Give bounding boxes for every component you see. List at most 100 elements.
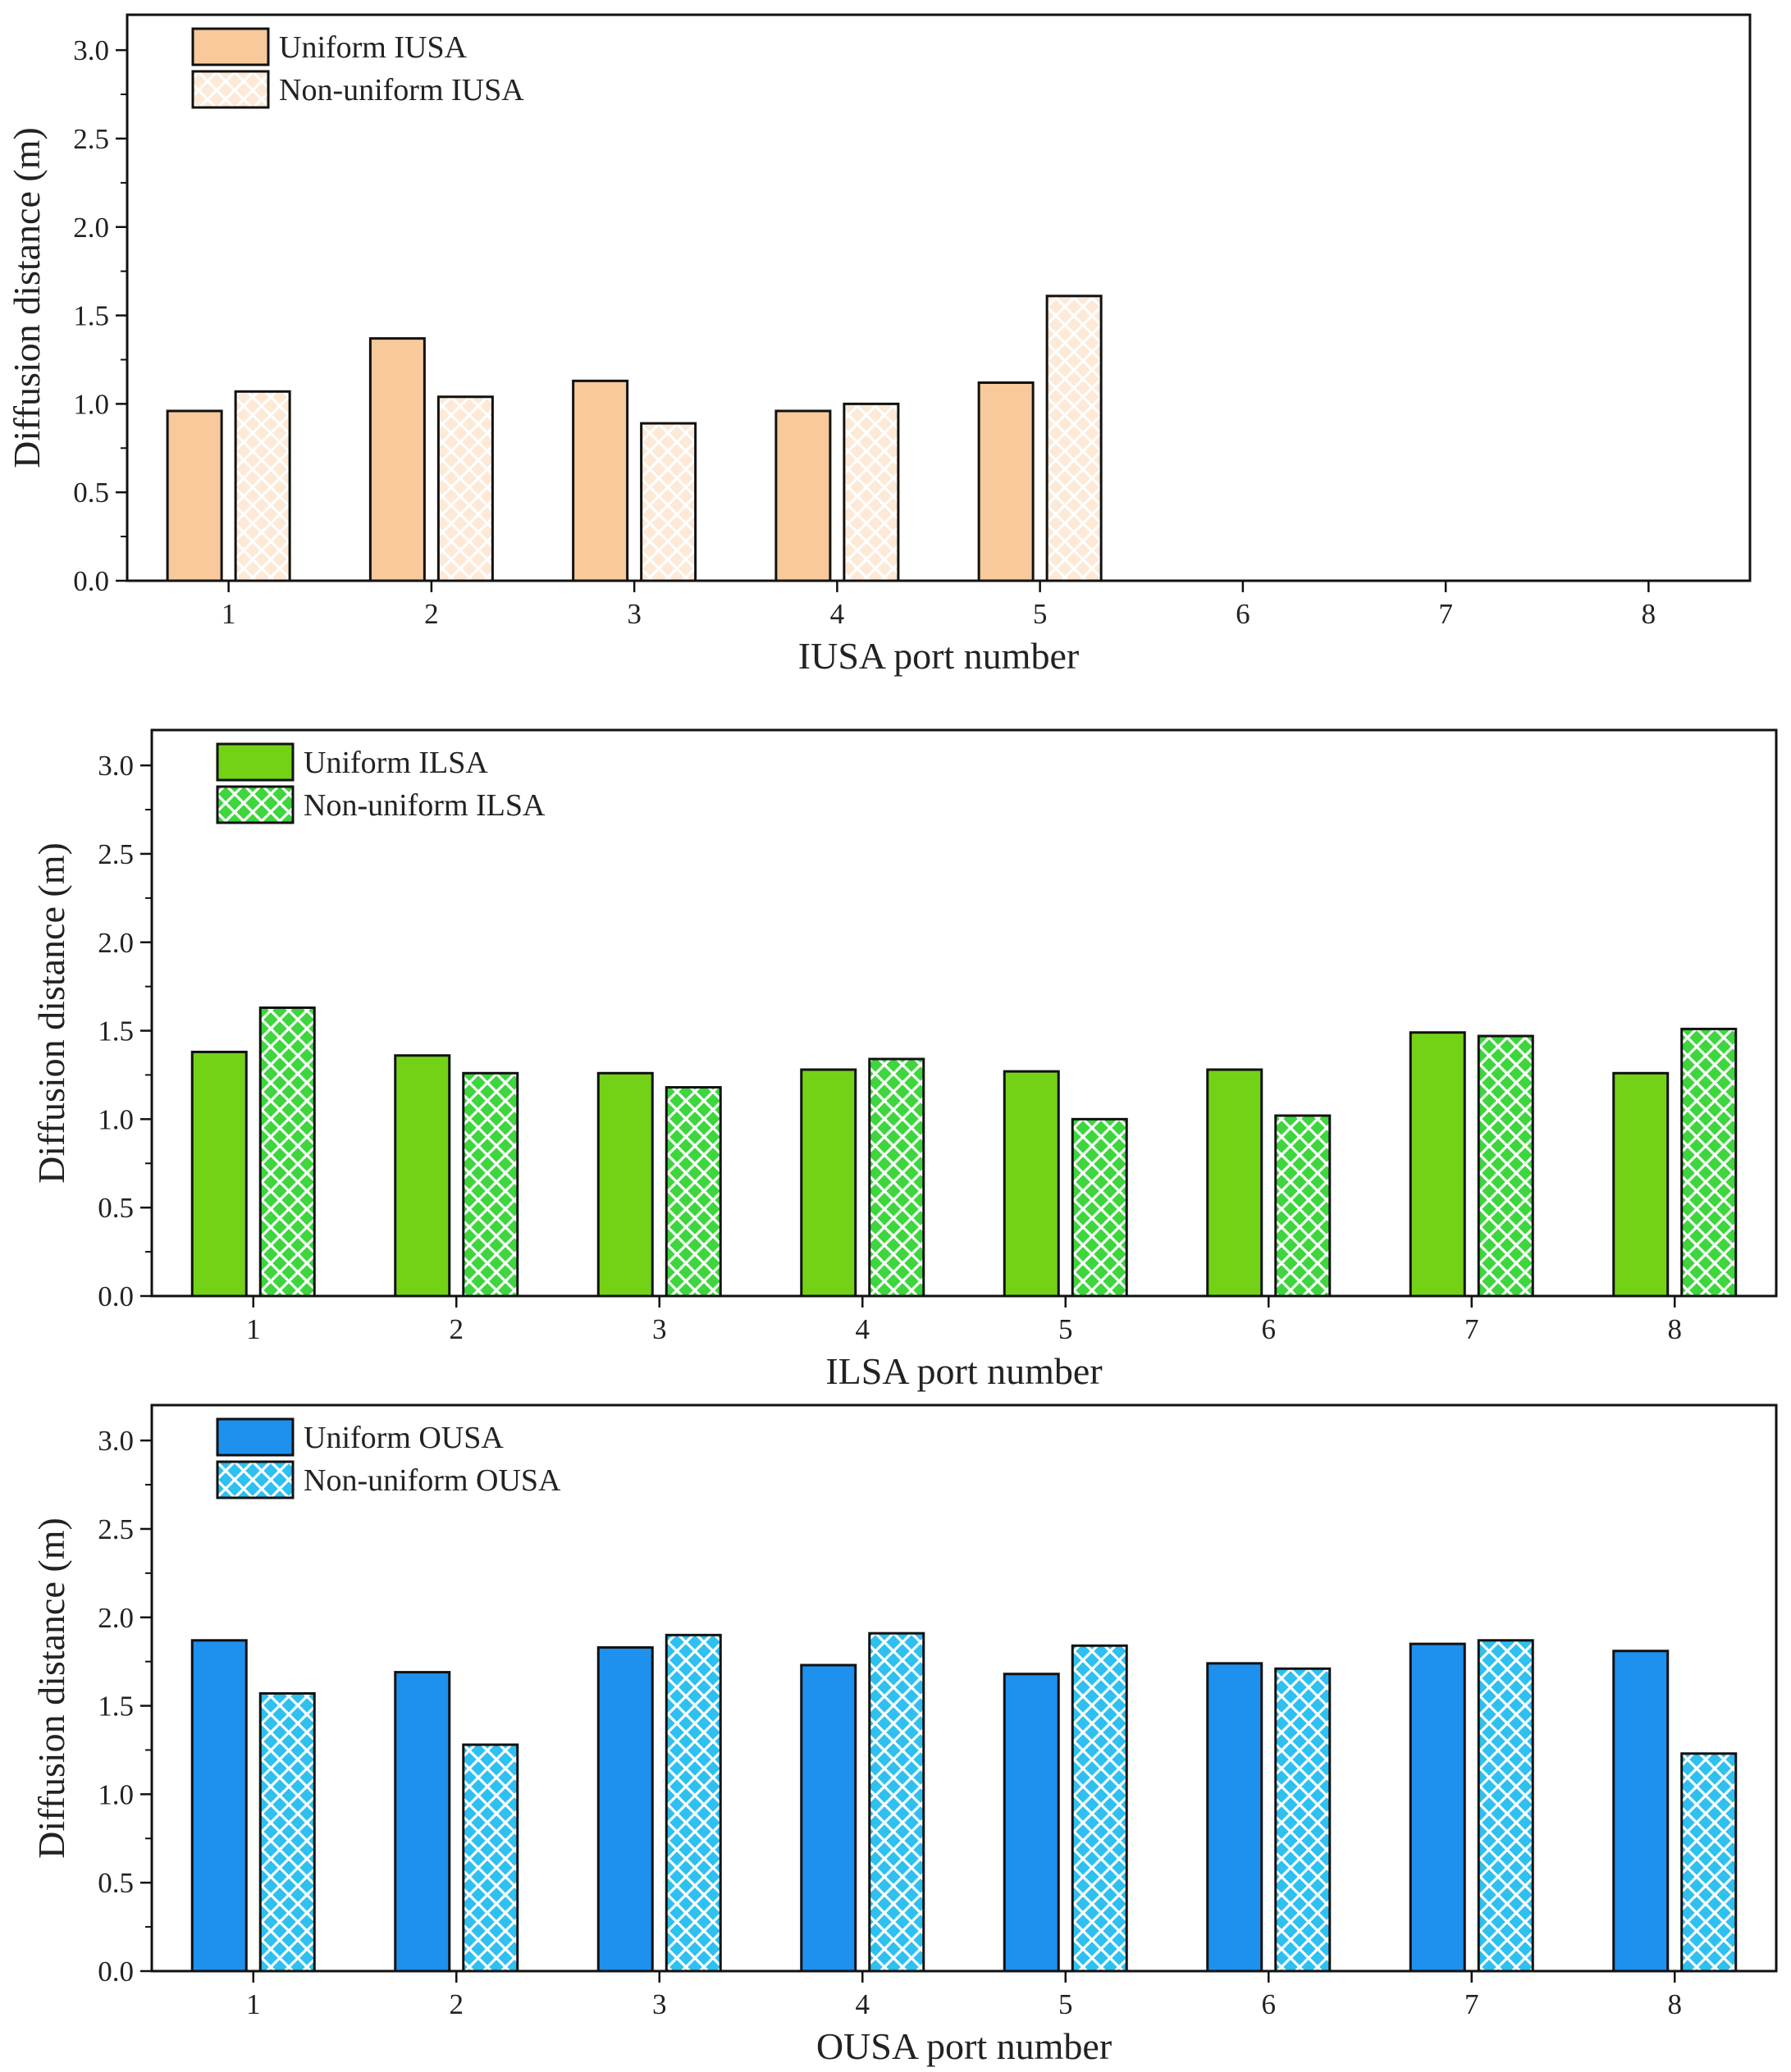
x-tick-label: 8 (1668, 1313, 1683, 1345)
x-tick-label: 1 (222, 598, 236, 630)
bar-non-uniform-4 (868, 1057, 925, 1298)
x-tick-label: 6 (1262, 1313, 1277, 1345)
x-tick-label: 3 (652, 1313, 667, 1345)
bar-uniform-3 (596, 1645, 654, 1973)
x-axis-label: ILSA port number (825, 1350, 1102, 1392)
y-tick-label: 3.0 (98, 750, 134, 782)
legend-swatch (216, 785, 295, 824)
x-tick-label: 7 (1464, 1988, 1479, 2020)
legend-swatch (216, 1460, 295, 1499)
bar-non-uniform-5 (1071, 1117, 1128, 1298)
y-tick-label: 1.0 (98, 1103, 134, 1135)
y-tick-label: 0.0 (98, 1280, 134, 1312)
bar-uniform-5 (1003, 1070, 1060, 1298)
bar-uniform-8 (1612, 1650, 1670, 1973)
y-tick-label: 1.5 (98, 1691, 134, 1723)
x-tick-label: 4 (856, 1313, 870, 1345)
x-tick-label: 3 (627, 598, 642, 630)
bar-non-uniform-6 (1274, 1114, 1332, 1298)
x-tick-label: 5 (1058, 1313, 1073, 1345)
y-tick-label: 1.5 (98, 1015, 134, 1047)
x-tick-label: 6 (1262, 1988, 1277, 2020)
y-axis-label: Diffusion distance (m) (30, 842, 72, 1184)
chart-iusa: 0.0 0.5 1.0 1.5 2.0 2.5 3.0 Diffusion distance … (6, 13, 1752, 677)
bar-non-uniform-6 (1274, 1667, 1332, 1973)
chart-ilsa: 0.0 0.5 1.0 1.5 2.0 2.5 3.0 Diffusion distance … (30, 728, 1778, 1392)
y-tick-label: 3.0 (73, 34, 109, 66)
bar-non-uniform-3 (640, 422, 697, 582)
bar-non-uniform-1 (258, 1006, 316, 1298)
plot-frame (150, 1403, 1778, 1973)
x-axis-label: IUSA port number (798, 635, 1079, 677)
y-tick-label: 2.0 (73, 212, 109, 244)
bar-uniform-3 (572, 379, 629, 582)
x-tick-label: 6 (1236, 598, 1250, 630)
bar-uniform-2 (394, 1054, 451, 1298)
bar-non-uniform-2 (462, 1743, 519, 1973)
x-tick-label: 8 (1642, 598, 1656, 630)
y-tick-label: 2.5 (98, 1513, 134, 1545)
bar-uniform-4 (800, 1068, 857, 1298)
y-tick-label: 0.0 (98, 1956, 134, 1988)
legend-swatch (216, 742, 295, 782)
bar-non-uniform-4 (843, 402, 900, 582)
y-tick-label: 0.5 (98, 1192, 134, 1224)
x-tick-label: 1 (246, 1313, 261, 1345)
y-axis-label: Diffusion distance (m) (30, 1517, 72, 1859)
y-tick-label: 2.5 (73, 123, 109, 155)
bar-non-uniform-1 (258, 1691, 316, 1973)
legend-label: Uniform IUSA (279, 30, 468, 65)
y-tick-label: 0.0 (73, 565, 109, 597)
plot-frame (150, 728, 1778, 1298)
bar-uniform-5 (977, 381, 1035, 582)
plot-frame (126, 13, 1752, 582)
x-tick-label: 4 (830, 598, 845, 630)
bar-non-uniform-2 (436, 395, 494, 582)
y-tick-label: 2.0 (98, 1602, 134, 1634)
y-tick-label: 1.0 (98, 1778, 134, 1810)
x-tick-label: 5 (1033, 598, 1048, 630)
bar-uniform-7 (1409, 1642, 1466, 1973)
bar-uniform-3 (596, 1071, 654, 1298)
bar-non-uniform-8 (1680, 1752, 1738, 1973)
x-tick-label: 2 (424, 598, 439, 630)
y-axis-label: Diffusion distance (m) (6, 127, 48, 468)
bar-uniform-7 (1409, 1031, 1466, 1298)
bar-uniform-2 (368, 337, 426, 582)
bar-non-uniform-7 (1477, 1034, 1534, 1298)
chart-ousa: 0.0 0.5 1.0 1.5 2.0 2.5 3.0 Diffusion distance … (30, 1403, 1778, 2067)
y-tick-label: 1.0 (73, 388, 109, 420)
x-tick-label: 7 (1464, 1313, 1479, 1345)
bar-uniform-1 (190, 1050, 248, 1298)
bar-uniform-4 (774, 409, 832, 582)
bar-uniform-4 (800, 1664, 857, 1973)
legend-swatch (191, 70, 270, 109)
bar-non-uniform-5 (1045, 294, 1103, 582)
x-axis-label: OUSA port number (816, 2025, 1112, 2067)
bar-uniform-2 (394, 1671, 451, 1973)
y-tick-label: 2.0 (98, 927, 134, 959)
legend-swatch (216, 1417, 295, 1457)
legend-swatch (191, 27, 270, 66)
x-tick-label: 1 (246, 1988, 261, 2020)
y-tick-label: 0.5 (73, 477, 109, 509)
bar-non-uniform-2 (462, 1071, 519, 1298)
bar-non-uniform-1 (234, 390, 291, 582)
bar-uniform-1 (190, 1639, 248, 1973)
bar-uniform-5 (1003, 1673, 1060, 1973)
bar-non-uniform-3 (665, 1086, 722, 1298)
x-tick-label: 4 (856, 1988, 870, 2020)
legend-label: Uniform ILSA (304, 746, 488, 780)
x-tick-label: 7 (1438, 598, 1453, 630)
x-tick-label: 5 (1058, 1988, 1073, 2020)
legend-label: Uniform OUSA (304, 1421, 504, 1455)
y-tick-label: 2.5 (98, 838, 134, 870)
y-tick-label: 3.0 (98, 1425, 134, 1457)
bar-uniform-1 (166, 409, 223, 582)
x-tick-label: 3 (652, 1988, 667, 2020)
bar-uniform-6 (1206, 1662, 1263, 1973)
x-tick-label: 8 (1668, 1988, 1683, 2020)
bar-non-uniform-5 (1071, 1644, 1128, 1973)
bar-non-uniform-8 (1680, 1027, 1738, 1298)
